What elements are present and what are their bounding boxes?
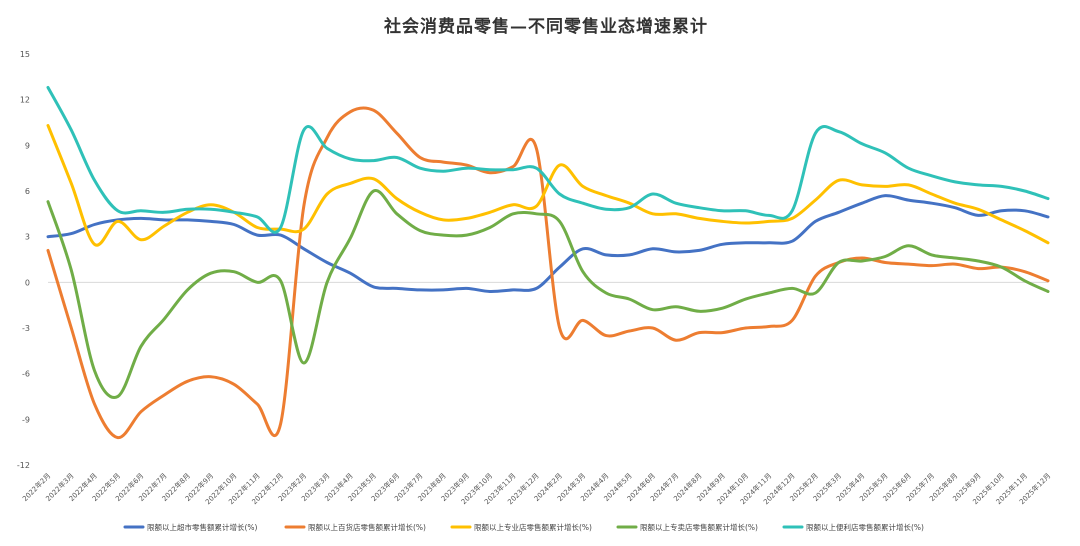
x-axis-ticks: 2022年2月2022年3月2022年4月2022年5月2022年6月2022年… [20, 471, 1052, 506]
y-tick-label: 15 [20, 50, 30, 59]
legend: 限额以上超市零售额累计增长(%) 限额以上百货店零售额累计增长(%) 限额以上专业店… [123, 522, 924, 532]
legend-label-1: 限额以上超市零售额累计增长(%) [147, 522, 258, 532]
legend-label-5: 限额以上便利店零售额累计增长(%) [806, 522, 924, 532]
series-line-4 [46, 189, 1050, 399]
series-line-1 [46, 194, 1050, 294]
legend-label-4: 限额以上专卖店零售额累计增长(%) [640, 522, 758, 532]
chart-title: 社会消费品零售—不同零售业态增速累计 [383, 16, 708, 37]
legend-label-2: 限额以上百货店零售额累计增长(%) [308, 522, 426, 532]
legend-label-3: 限额以上专业店零售额累计增长(%) [474, 522, 592, 532]
series-line-3 [46, 124, 1050, 247]
series-line-5 [46, 86, 1050, 234]
y-tick-label: -3 [22, 324, 30, 333]
series-line-2 [46, 106, 1050, 440]
y-tick-label: -6 [22, 370, 30, 379]
series-lines [46, 86, 1050, 440]
y-tick-label: 12 [20, 96, 30, 105]
y-tick-label: -9 [22, 415, 30, 424]
y-axis-ticks: 15 12 9 6 3 0 -3 -6 -9 -12 [17, 50, 30, 470]
y-tick-label: 6 [25, 187, 30, 196]
y-tick-label: -12 [17, 461, 30, 470]
y-tick-label: 0 [25, 278, 30, 287]
y-tick-label: 3 [25, 233, 30, 242]
y-tick-label: 9 [25, 141, 30, 150]
